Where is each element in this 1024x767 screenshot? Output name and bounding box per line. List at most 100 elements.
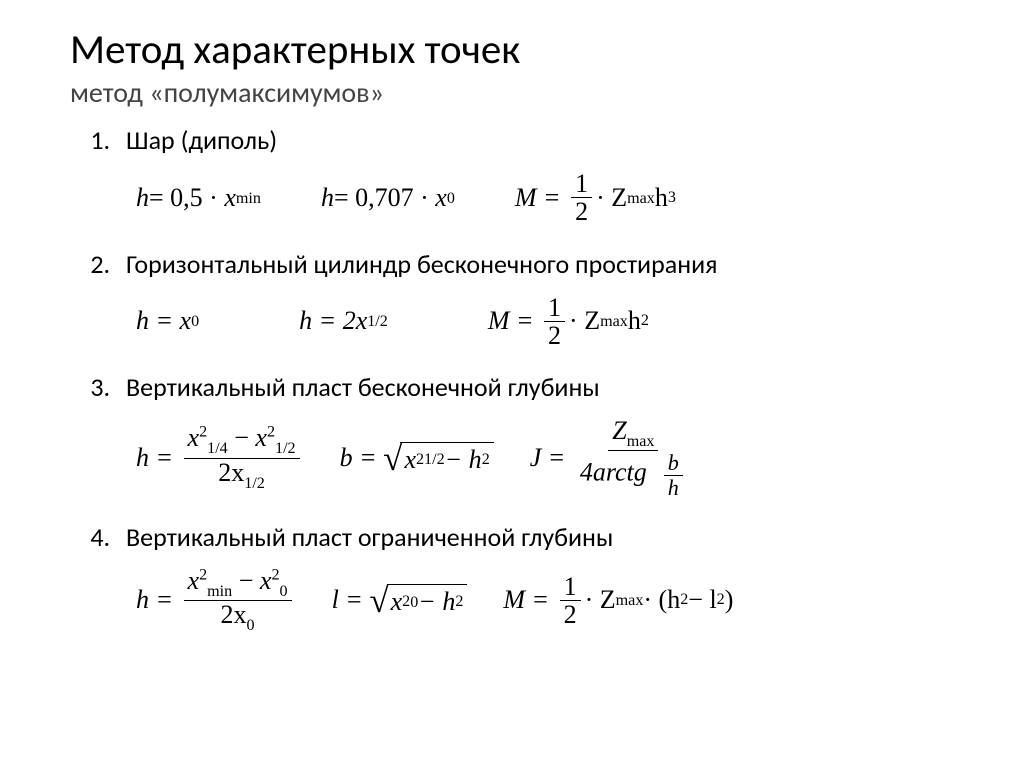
equation: b = √ x21/2 − h2 [340,442,494,475]
slide: Метод характерных точек метод «полумакси… [0,0,1024,634]
eq-text: = 0,5 · [149,183,218,213]
eq-sup: 2 [416,451,424,469]
eq-sub: max [600,313,628,331]
sqrt: √ x20 − h2 [369,584,467,617]
eq-sub: 0 [247,617,255,634]
eq-sub: 1/2 [275,440,296,457]
eq-sup: 2 [641,312,649,330]
item-label: Горизонтальный цилиндр бесконечного прос… [126,248,717,280]
eq-text: h [628,306,641,336]
eq-var: h = 2x [299,306,367,336]
eq-var: x [435,183,447,213]
frac-den: 2x0 [217,601,259,634]
eq-var: h = [136,443,173,473]
eq-var: b = [340,443,377,473]
item-label: Шар (диполь) [126,124,277,156]
eq-var: x [224,183,236,213]
frac-num: 1 [560,573,581,601]
equation: h = 0,707 · x0 [321,183,455,213]
equation: h = x0 [136,306,199,336]
frac-num: b [664,451,683,475]
fraction: 1 2 [544,294,565,350]
eq-text: 2x [218,458,244,487]
eq-sup: 2 [199,566,207,583]
eq-var: x [255,423,267,452]
eq-var: J = [530,443,566,473]
item-label: Вертикальный пласт бесконечной глубины [126,371,600,403]
eq-sub: 1/2 [244,475,265,492]
equation-row: h = x2min − x20 2x0 l = [136,567,954,634]
eq-text: · Z [596,183,627,213]
eq-sub: 0 [191,313,199,331]
fraction: x2min − x20 2x0 [184,567,292,634]
eq-sup: 2 [680,591,688,609]
equation-row: h = x21/4 − x21/2 2x1/2 b = [136,417,954,498]
radicand: x21/2 − h2 [400,442,493,475]
eq-sup: 2 [199,424,207,441]
eq-sub: min [207,583,232,600]
eq-var: x [188,566,200,595]
list-item: Шар (диполь) h = 0,5 · xmin h = 0,707 · … [116,124,954,226]
eq-text: − [239,566,260,595]
eq-text: − [234,423,255,452]
equation-row: h = x0 h = 2x1/2 M = 1 2 · Zmax h2 [136,294,954,350]
eq-var: h = x [136,306,191,336]
list-item: Вертикальный пласт ограниченной глубины … [116,521,954,634]
frac-num: x21/4 − x21/2 [184,424,300,458]
content-list: Шар (диполь) h = 0,5 · xmin h = 0,707 · … [70,124,954,634]
eq-var: x [404,445,416,475]
frac-num: 1 [571,170,592,198]
eq-sub: min [236,190,261,208]
equation: M = 1 2 · Zmax h2 [488,294,649,350]
eq-var: h [136,183,149,213]
page-subtitle: метод «полумаксимумов» [70,75,954,110]
sqrt: √ x21/2 − h2 [383,442,494,475]
eq-sub: 0 [447,190,455,208]
eq-var: x [260,566,272,595]
equation: h = x21/4 − x21/2 2x1/2 [136,424,304,491]
page-title: Метод характерных точек [70,28,954,73]
eq-sub: max [616,592,644,610]
eq-sub: 0 [410,594,418,612]
eq-text: · (h [643,585,680,615]
eq-text: 2x [221,600,247,629]
eq-text: ) [725,585,734,615]
eq-sub: max [627,190,655,208]
eq-var: 4arctg [580,458,647,487]
equation: h = 0,5 · xmin [136,183,261,213]
eq-sub: 1/4 [207,440,228,457]
eq-var: − h [418,587,455,617]
eq-sup: 2 [402,593,410,611]
eq-var: M = [515,183,561,213]
equation: h = x2min − x20 2x0 [136,567,296,634]
fraction: b h [664,451,683,498]
eq-var: M = [488,306,534,336]
frac-den: 2x1/2 [214,459,269,492]
frac-num: 1 [544,294,565,322]
eq-var: − h [445,445,482,475]
fraction: Zmax 4arctg b h [576,417,691,498]
radicand: x20 − h2 [387,584,468,617]
eq-sub: 0 [280,583,288,600]
eq-var: M = [503,585,549,615]
frac-num: Zmax [608,417,658,451]
eq-var: h [321,183,334,213]
eq-var: x [188,423,200,452]
eq-sup: 3 [668,189,676,207]
eq-var: x [391,587,403,617]
frac-den: 2 [544,322,565,349]
frac-num: x2min − x20 [184,567,292,601]
eq-text: − l [688,585,716,615]
eq-sub: 1/2 [424,451,445,469]
equation: l = √ x20 − h2 [332,584,468,617]
eq-text: = 0,707 · [334,183,429,213]
frac-den: 2 [560,601,581,628]
eq-sup: 2 [271,566,279,583]
eq-sup: 2 [482,451,490,469]
list-item: Горизонтальный цилиндр бесконечного прос… [116,248,954,350]
fraction: x21/4 − x21/2 2x1/2 [184,424,300,491]
equation: M = 1 2 · Zmax h3 [515,170,676,226]
eq-sub: max [627,433,655,450]
fraction: 1 2 [560,573,581,629]
equation: h = 2x1/2 [299,306,388,336]
